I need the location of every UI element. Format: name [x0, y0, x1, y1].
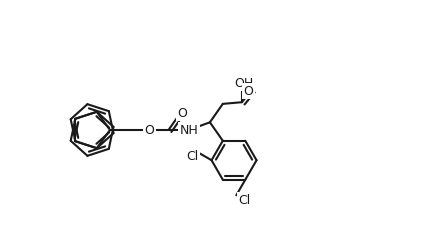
- Text: O: O: [145, 124, 154, 136]
- Text: OH: OH: [234, 76, 254, 90]
- Text: Cl: Cl: [238, 194, 251, 207]
- Text: O: O: [244, 85, 253, 98]
- Text: NH: NH: [179, 124, 198, 136]
- Text: Cl: Cl: [186, 150, 198, 163]
- Text: O: O: [177, 107, 187, 120]
